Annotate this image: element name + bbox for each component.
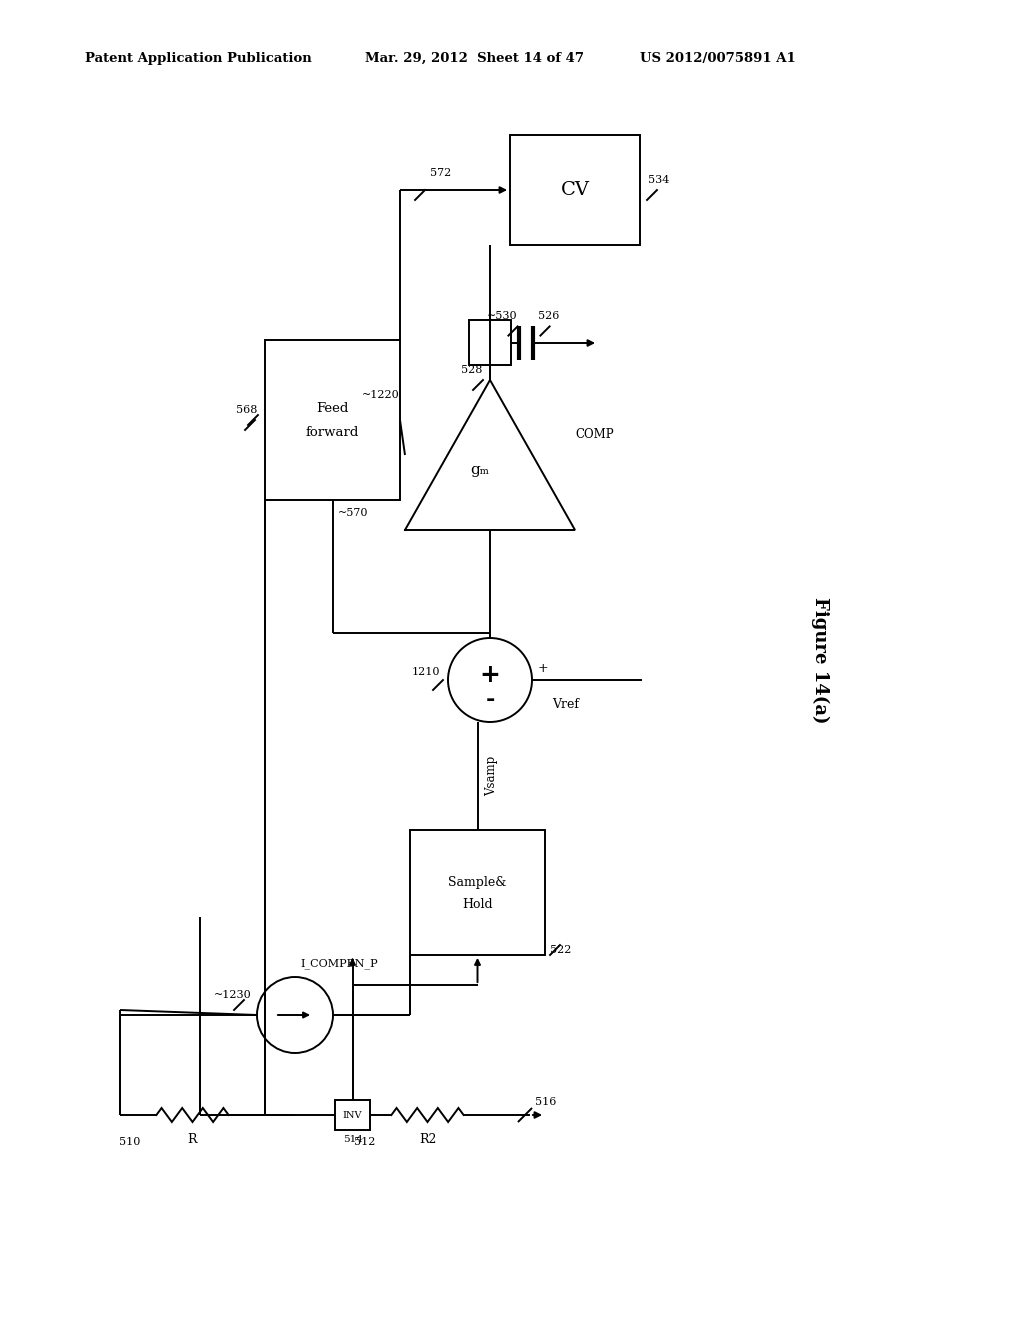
Text: 522: 522 <box>550 945 571 954</box>
Bar <box>510 135 640 246</box>
Text: CV: CV <box>560 181 590 199</box>
Text: COMP: COMP <box>575 429 613 441</box>
Text: +: + <box>479 663 501 686</box>
Text: -: - <box>485 690 495 710</box>
Text: 514: 514 <box>343 1135 362 1144</box>
Text: 568: 568 <box>236 405 257 414</box>
Text: Mar. 29, 2012  Sheet 14 of 47: Mar. 29, 2012 Sheet 14 of 47 <box>365 51 584 65</box>
Text: forward: forward <box>306 425 359 438</box>
Text: ~1220: ~1220 <box>362 389 400 400</box>
Bar <box>469 319 511 366</box>
Text: I_COMPEN_P: I_COMPEN_P <box>300 958 378 969</box>
Text: 512: 512 <box>353 1137 375 1147</box>
Text: R: R <box>187 1133 198 1146</box>
Bar <box>265 341 400 500</box>
Text: 528: 528 <box>461 366 482 375</box>
Text: ~530: ~530 <box>486 312 517 321</box>
Text: ~1230: ~1230 <box>214 990 252 1001</box>
Text: 526: 526 <box>538 312 559 321</box>
Text: INV: INV <box>343 1110 362 1119</box>
Text: Patent Application Publication: Patent Application Publication <box>85 51 311 65</box>
Text: Feed: Feed <box>316 401 349 414</box>
Text: gₘ: gₘ <box>470 463 489 477</box>
Text: ~570: ~570 <box>338 508 368 517</box>
Text: R2: R2 <box>419 1133 436 1146</box>
Text: 510: 510 <box>119 1137 140 1147</box>
Text: Vsamp: Vsamp <box>485 756 499 796</box>
Text: Sample&: Sample& <box>449 876 507 888</box>
Text: 516: 516 <box>535 1097 556 1107</box>
Text: 534: 534 <box>648 176 670 185</box>
Text: Figure 14(a): Figure 14(a) <box>811 597 829 723</box>
Text: 572: 572 <box>430 168 452 178</box>
Text: US 2012/0075891 A1: US 2012/0075891 A1 <box>640 51 796 65</box>
Bar <box>335 1100 370 1130</box>
Text: 1210: 1210 <box>412 667 440 677</box>
Text: Hold: Hold <box>462 898 493 911</box>
Text: Vref: Vref <box>552 698 579 711</box>
Bar <box>410 830 545 954</box>
Text: +: + <box>538 661 549 675</box>
